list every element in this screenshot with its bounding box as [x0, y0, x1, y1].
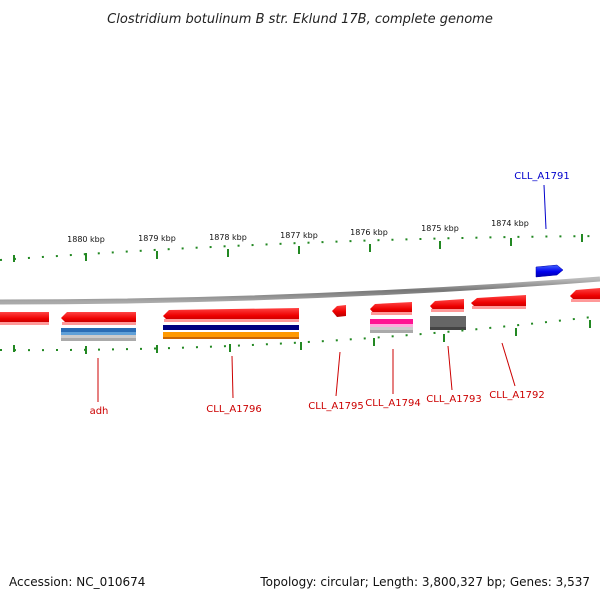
gene-partial-right[interactable]: [570, 288, 600, 302]
inner-major-ticks: [13, 320, 591, 354]
feature-CLL_A1796: [163, 325, 299, 339]
gene-label-CLL_A1792[interactable]: CLL_A1792: [489, 390, 544, 401]
scale-label-1879: 1879 kbp: [138, 234, 176, 243]
gene-adh[interactable]: [61, 312, 136, 325]
inner-tick-arc: [0, 315, 600, 352]
gene-CLL_A1792[interactable]: [471, 295, 526, 309]
gene-label-CLL_A1791[interactable]: CLL_A1791: [514, 171, 569, 182]
accession-text: Accession: NC_010674: [9, 575, 145, 589]
scale-label-1878: 1878 kbp: [209, 233, 247, 242]
genome-summary-text: Topology: circular; Length: 3,800,327 bp…: [259, 575, 590, 589]
feature-CLL_A1793: [430, 316, 466, 330]
scale-label-1877: 1877 kbp: [280, 231, 318, 240]
gene-CLL_A1795[interactable]: [332, 305, 346, 317]
gene-label-CLL_A1793[interactable]: CLL_A1793: [426, 394, 481, 405]
scale-label-1875: 1875 kbp: [421, 224, 459, 233]
gene-CLL_A1794[interactable]: [370, 302, 412, 315]
genome-backbone: [0, 276, 600, 305]
feature-CLL_A1794: [370, 319, 413, 333]
gene-label-CLL_A1796[interactable]: CLL_A1796: [206, 404, 261, 415]
gene-label-CLL_A1794[interactable]: CLL_A1794: [365, 398, 420, 409]
gene-CLL_A1793[interactable]: [430, 299, 464, 312]
map-title: Clostridium botulinum B str. Eklund 17B,…: [107, 12, 493, 27]
gene-adh-partial-left[interactable]: [0, 312, 49, 325]
outer-major-ticks: [13, 234, 583, 262]
label-leaders-reverse: [97, 342, 516, 402]
gene-CLL_A1796[interactable]: [163, 308, 299, 322]
gene-label-CLL_A1795[interactable]: CLL_A1795: [308, 401, 363, 412]
scale-label-1880: 1880 kbp: [67, 235, 105, 244]
scale-label-1876: 1876 kbp: [350, 228, 388, 237]
gene-CLL_A1791[interactable]: [535, 264, 564, 278]
feature-adh: [61, 328, 136, 341]
scale-label-1874: 1874 kbp: [491, 219, 529, 228]
gene-label-adh[interactable]: adh: [90, 406, 109, 417]
label-leader-CLL_A1791: [543, 184, 547, 230]
outer-tick-arc: [0, 235, 600, 261]
